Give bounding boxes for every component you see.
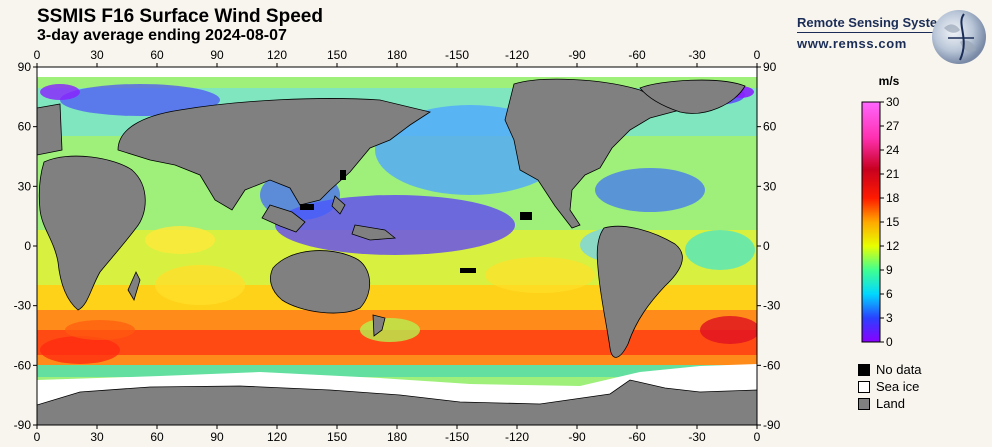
left-lat-label: 90 [18, 60, 32, 74]
right-lat-label: 30 [763, 179, 777, 193]
right-lat-label: 60 [763, 120, 777, 134]
bottom-tick-label: 150 [327, 430, 347, 444]
top-tick-label: 0 [34, 48, 41, 62]
globe-icon [932, 10, 986, 64]
right-lat-label: 0 [763, 239, 770, 253]
left-lat-label: 30 [18, 179, 32, 193]
top-tick-label: -90 [568, 48, 586, 62]
bottom-tick-label: -60 [628, 430, 646, 444]
no-data-patches [300, 170, 532, 273]
colorbar-tick-label: 24 [886, 143, 900, 157]
key-sea-ice-label: Sea ice [876, 379, 920, 394]
top-tick-label: 120 [267, 48, 287, 62]
key-sea-ice: Sea ice [858, 379, 919, 394]
top-tick-label: -30 [688, 48, 706, 62]
bottom-tick-label: 120 [267, 430, 287, 444]
bottom-tick-label: -30 [688, 430, 706, 444]
top-tick-label: 90 [210, 48, 224, 62]
key-no-data-label: No data [876, 362, 922, 377]
brand-logo: Remote Sensing Systems www.remss.com [797, 15, 956, 51]
colorbar-tick-label: 12 [886, 239, 900, 253]
brand-rule [797, 32, 952, 33]
right-lat-label: -90 [763, 418, 781, 432]
brand-name: Remote Sensing Systems [797, 15, 956, 30]
map-title: SSMIS F16 Surface Wind Speed [37, 6, 323, 27]
top-tick-label: 60 [150, 48, 164, 62]
left-lat-label: -60 [14, 358, 32, 372]
colorbar [861, 101, 881, 343]
right-lat-label: -60 [763, 358, 781, 372]
top-tick-label: 30 [90, 48, 104, 62]
bottom-tick-label: 30 [90, 430, 104, 444]
brand-url: www.remss.com [797, 36, 907, 51]
colorbar-tick-label: 27 [886, 119, 900, 133]
colorbar-tick-label: 3 [886, 311, 893, 325]
bottom-tick-label: 0 [34, 430, 41, 444]
sea-ice-swatch [858, 380, 870, 393]
top-tick-label: 0 [754, 48, 761, 62]
top-tick-label: 180 [387, 48, 407, 62]
key-land-label: Land [876, 396, 905, 411]
bottom-tick-label: -150 [445, 430, 469, 444]
right-lat-label: 90 [763, 60, 777, 74]
land-masses [37, 78, 757, 425]
colorbar-tick-label: 0 [886, 335, 893, 349]
key-land: Land [858, 396, 905, 411]
colorbar-tick-label: 18 [886, 191, 900, 205]
colorbar-tick-label: 9 [886, 263, 893, 277]
bottom-tick-label: 60 [150, 430, 164, 444]
top-tick-label: -150 [445, 48, 469, 62]
left-lat-label: 0 [24, 239, 31, 253]
no-data-swatch [858, 363, 870, 376]
colorbar-tick-label: 30 [886, 95, 900, 109]
colorbar-tick-label: 15 [886, 215, 900, 229]
left-lat-label: -90 [14, 418, 32, 432]
bottom-tick-label: 90 [210, 430, 224, 444]
axis-ticks: 0 30 60 90 120 150 180 -150 -120 -90 -60 -30 0 0 30 60 9… [14, 48, 781, 444]
bottom-tick-label: -120 [505, 430, 529, 444]
top-tick-label: -120 [505, 48, 529, 62]
bottom-tick-label: 180 [387, 430, 407, 444]
colorbar-tick-label: 21 [886, 167, 900, 181]
right-lat-label: -30 [763, 299, 781, 313]
key-no-data: No data [858, 362, 922, 377]
left-lat-label: -30 [14, 299, 32, 313]
top-tick-label: -60 [628, 48, 646, 62]
map-subtitle: 3-day average ending 2024-08-07 [37, 27, 287, 44]
bottom-tick-label: -90 [568, 430, 586, 444]
colorbar-unit: m/s [878, 74, 900, 88]
bottom-tick-label: 0 [754, 430, 761, 444]
top-tick-label: 150 [327, 48, 347, 62]
colorbar-tick-label: 6 [886, 287, 893, 301]
left-lat-label: 60 [18, 120, 32, 134]
land-swatch [858, 397, 870, 410]
